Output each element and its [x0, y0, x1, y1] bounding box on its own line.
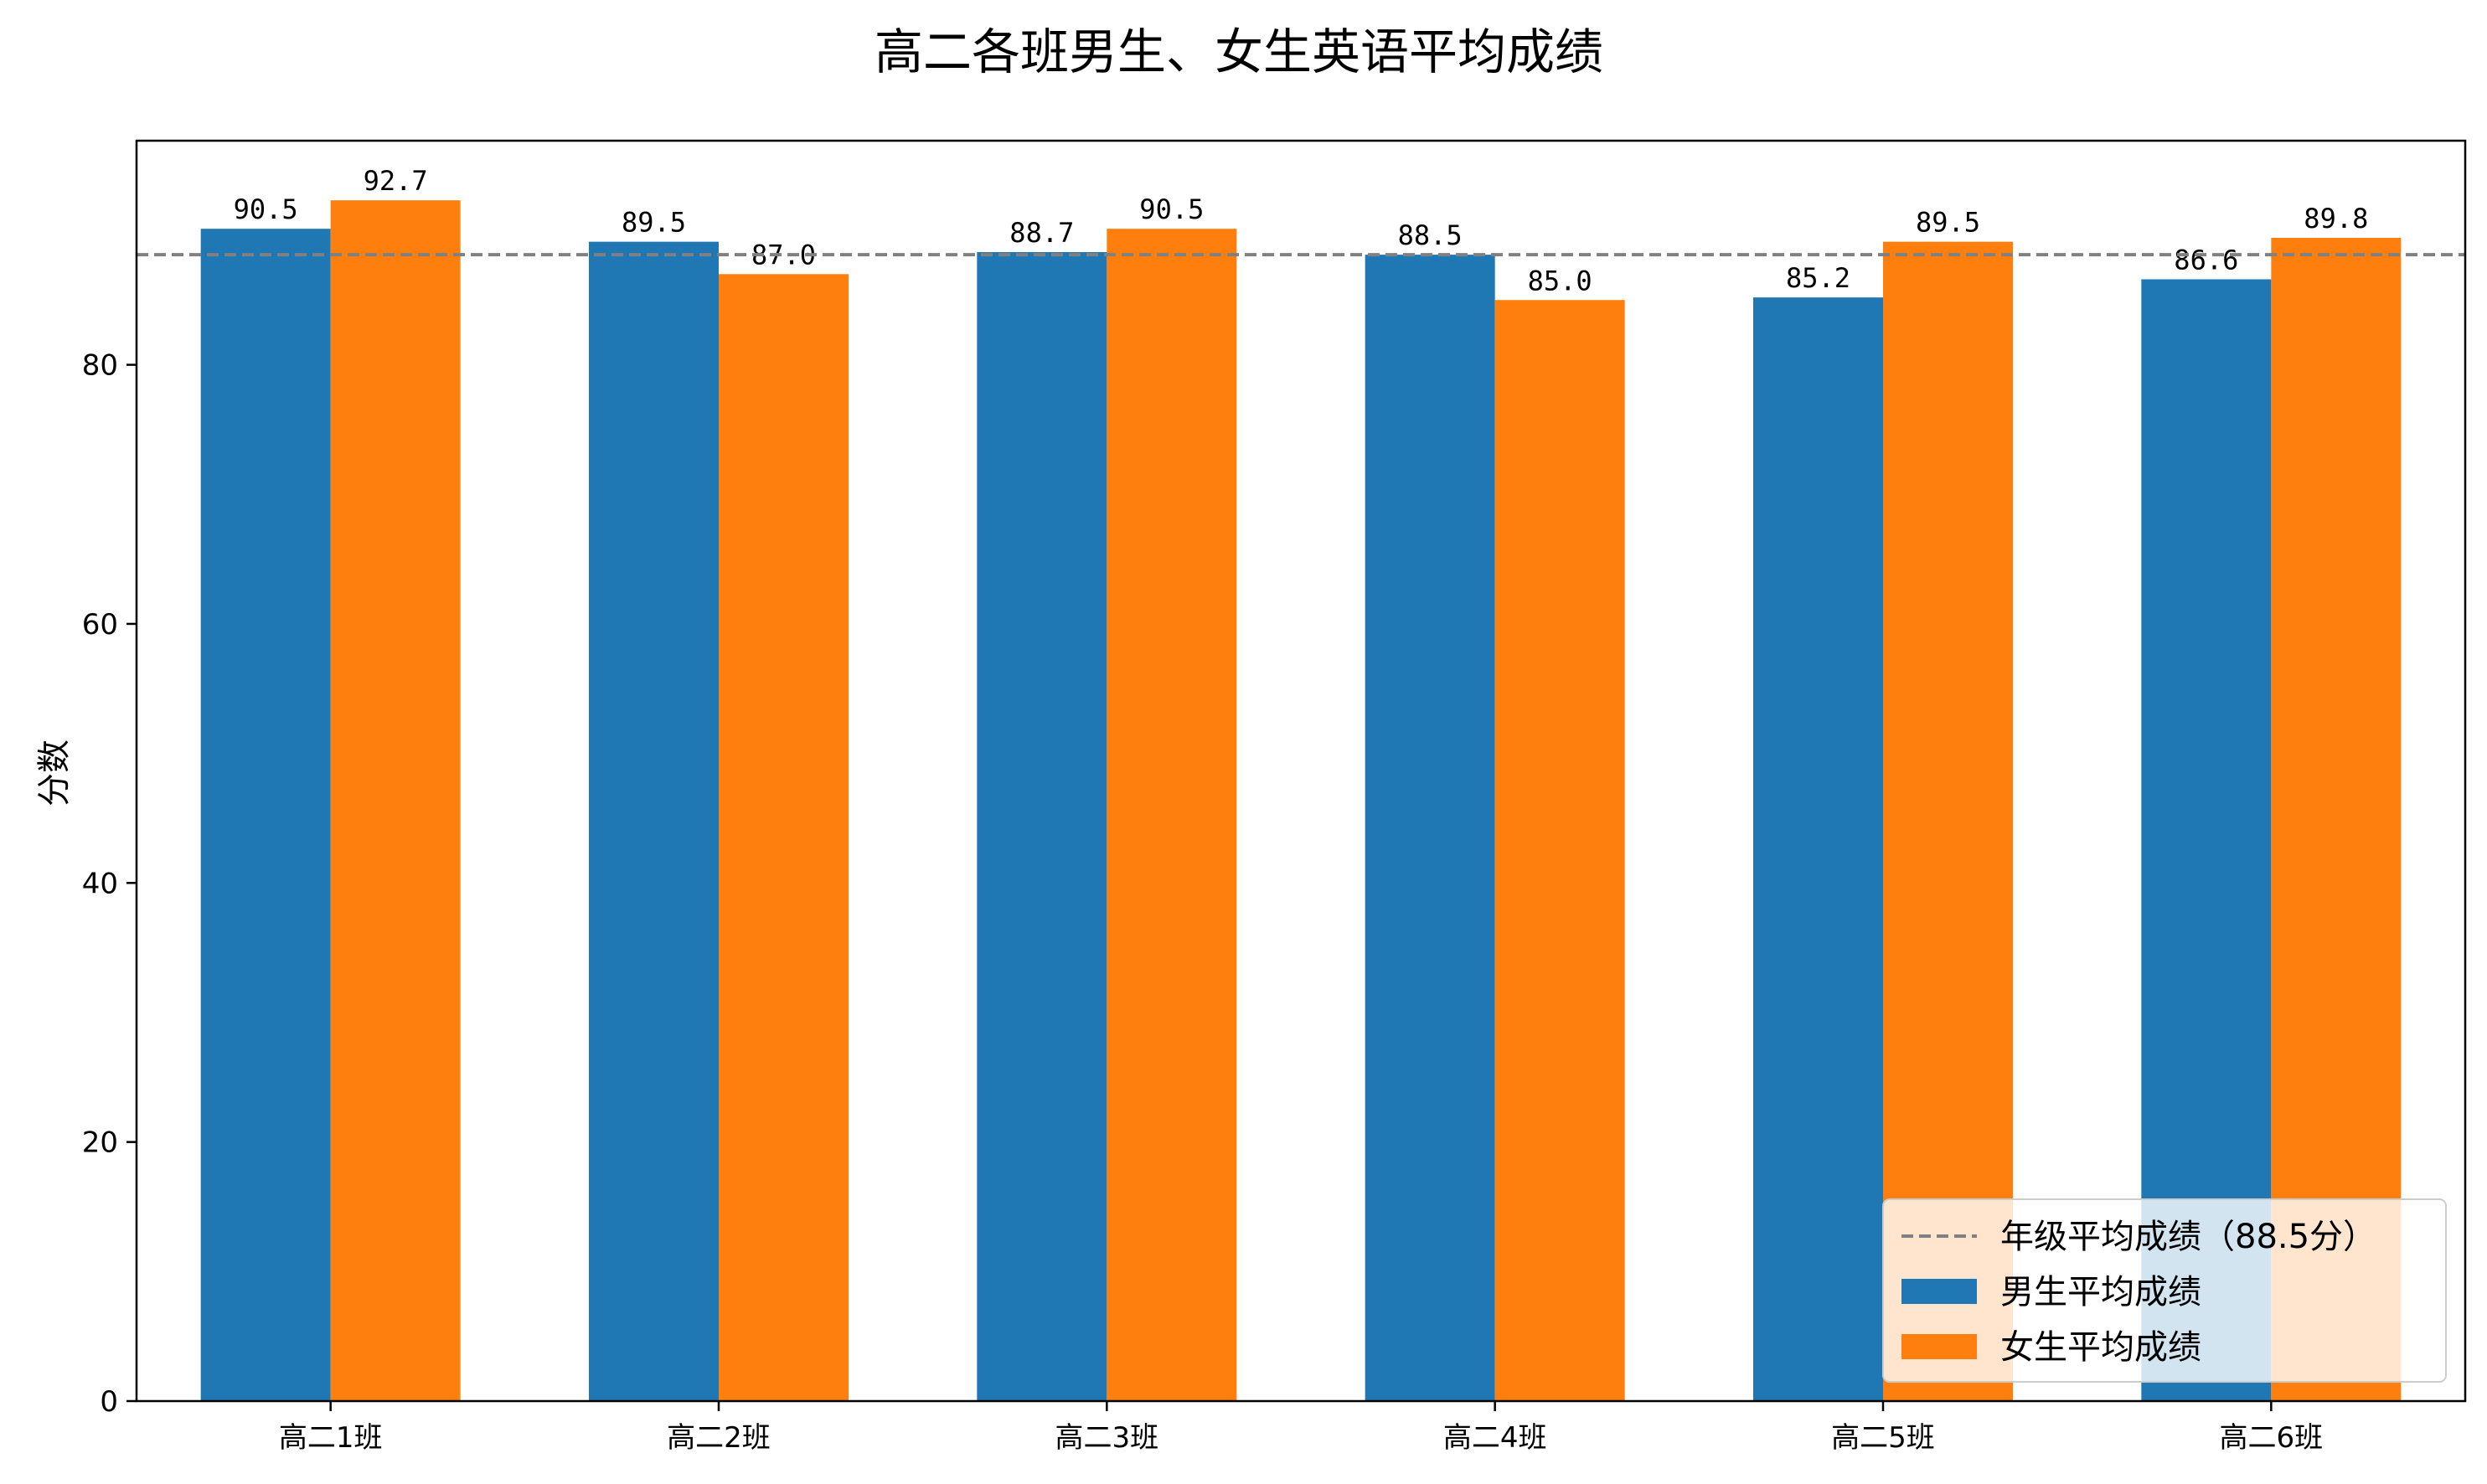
- y-tick-label: 60: [82, 608, 118, 642]
- x-tick-label: 高二1班: [279, 1421, 383, 1455]
- bar-male-2: [589, 241, 719, 1402]
- y-axis-label: 分数: [35, 739, 74, 806]
- x-tick-label: 高二4班: [1443, 1421, 1547, 1455]
- bar-female-1: [330, 200, 461, 1401]
- bar-male-3: [977, 252, 1107, 1401]
- chart-title: 高二各班男生、女生英语平均成绩: [875, 23, 1603, 80]
- legend-label-male: 男生平均成绩: [2000, 1273, 2201, 1311]
- x-tick-label: 高二3班: [1055, 1421, 1159, 1455]
- data-label-female-1: 92.7: [364, 165, 428, 197]
- bar-male-4: [1365, 255, 1495, 1401]
- legend-label-female: 女生平均成绩: [2000, 1328, 2201, 1367]
- bar-male-5: [1753, 297, 1883, 1402]
- data-label-male-3: 88.7: [1009, 217, 1074, 249]
- data-label-female-3: 90.5: [1139, 193, 1204, 225]
- plot-area: 90.5 89.5 88.7 88.585.286.692.787.090.585.0…: [82, 139, 2467, 1455]
- data-label-female-4: 85.0: [1528, 265, 1592, 296]
- x-tick-label: 高二2班: [667, 1421, 771, 1455]
- data-label-male-2: 89.5: [622, 207, 686, 239]
- data-label-female-5: 89.5: [1916, 207, 1980, 239]
- bar-female-4: [1494, 300, 1625, 1401]
- data-label-male-5: 85.2: [1786, 262, 1850, 294]
- x-tick-label: 高二6班: [2220, 1421, 2324, 1455]
- data-label-male-6: 86.6: [2174, 245, 2238, 276]
- y-tick-label: 0: [100, 1385, 118, 1419]
- plot-frame: [135, 139, 2467, 1403]
- data-label-male-4: 88.5: [1398, 219, 1463, 251]
- bar-female-3: [1107, 229, 1237, 1401]
- y-tick-label: 40: [82, 867, 118, 900]
- data-label-female-6: 89.8: [2304, 203, 2368, 234]
- legend-label-reference: 年级平均成绩（88.5分）: [2000, 1218, 2376, 1256]
- bar-male-1: [200, 229, 331, 1401]
- x-tick-label: 高二5班: [1831, 1421, 1935, 1455]
- legend-swatch-male: [1901, 1279, 1977, 1304]
- legend-box: [1882, 1198, 2447, 1383]
- legend-swatch-female: [1901, 1334, 1977, 1359]
- y-tick-label: 80: [82, 349, 118, 383]
- bar-female-2: [719, 274, 849, 1402]
- y-tick-label: 20: [82, 1126, 118, 1160]
- data-label-male-1: 90.5: [234, 193, 298, 225]
